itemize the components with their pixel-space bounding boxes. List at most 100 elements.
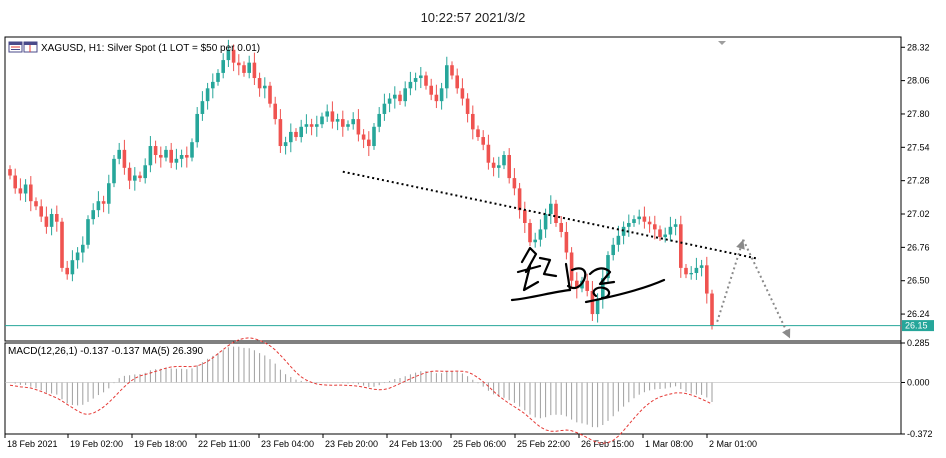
candle-body — [34, 201, 38, 207]
candle-body — [174, 158, 179, 163]
time-tick-label: 19 Feb 02:00 — [70, 439, 123, 449]
candle — [533, 232, 537, 248]
candle-body — [159, 155, 163, 158]
candle-body — [398, 94, 402, 102]
candle-body — [403, 88, 407, 102]
candle — [465, 93, 470, 123]
candle-body — [710, 293, 714, 326]
candle-body — [627, 222, 631, 227]
candle — [70, 250, 75, 282]
projection-arrow-up[interactable] — [716, 239, 745, 323]
macd-axis: 0.285 0.000 -0.372 — [901, 338, 933, 439]
candle-body — [205, 88, 210, 102]
candle — [419, 67, 423, 89]
candle-body — [226, 49, 231, 61]
grid-small-icon[interactable] — [23, 41, 38, 53]
candle-body — [252, 62, 257, 79]
candle-body — [273, 103, 277, 120]
price-pane-frame — [4, 36, 902, 342]
candle-body — [445, 65, 449, 89]
candle-body — [512, 178, 517, 189]
macd-tick-label: 0.000 — [907, 377, 930, 387]
time-tick-label: 26 Feb 15:00 — [581, 439, 634, 449]
candle-body — [533, 239, 537, 243]
price-tick-label: 26.76 — [907, 242, 930, 252]
candle — [29, 176, 33, 212]
candle-body — [439, 88, 444, 102]
candle — [309, 118, 314, 136]
candle-body — [642, 216, 647, 222]
candle — [278, 109, 283, 153]
chart-window-icon[interactable] — [8, 41, 23, 53]
projection-arrow-down[interactable] — [742, 239, 791, 339]
candle — [356, 109, 361, 142]
candle — [481, 130, 485, 151]
candle-body — [49, 214, 54, 227]
time-tick-label: 1 Mar 08:00 — [645, 439, 693, 449]
macd-tick-label: -0.372 — [907, 429, 933, 439]
chart-title: XAGUSD, H1: Silver Spot (1 LOT = $50 per… — [41, 43, 260, 54]
candle — [705, 256, 709, 304]
candle-body — [606, 255, 610, 279]
handwritten-signature — [510, 246, 666, 304]
candle — [247, 55, 251, 79]
candle-body — [647, 221, 652, 225]
candle — [164, 146, 168, 162]
candle-body — [471, 113, 475, 130]
candle — [387, 93, 392, 113]
candle-body — [393, 94, 397, 99]
candle-body — [299, 126, 303, 138]
candle — [367, 131, 371, 157]
candle-body — [658, 229, 662, 238]
macd-tick-label: 0.285 — [907, 338, 930, 348]
candle-body — [13, 175, 17, 189]
time-tick-label: 25 Feb 06:00 — [453, 439, 506, 449]
candle — [658, 225, 662, 241]
candle-body — [75, 252, 80, 261]
candle-body — [356, 119, 361, 135]
candle — [710, 289, 714, 330]
candle-body — [133, 175, 137, 181]
price-axis: 28.32 28.06 27.80 27.54 27.28 27.02 26.76 26.50… — [901, 42, 930, 319]
candle — [393, 86, 397, 109]
candle — [471, 105, 475, 140]
candle-body — [486, 144, 491, 163]
candle-body — [497, 165, 501, 168]
candle-body — [559, 222, 563, 232]
candle — [673, 218, 678, 236]
candle-body — [507, 155, 511, 179]
trendline[interactable] — [342, 170, 760, 260]
candle-body — [465, 98, 470, 114]
candle — [185, 146, 189, 168]
scroll-marker-icon[interactable] — [718, 41, 726, 45]
candle — [216, 69, 220, 86]
candle — [148, 136, 153, 173]
candle — [699, 259, 704, 277]
candle-body — [616, 235, 621, 245]
candle — [221, 53, 225, 79]
candle-body — [502, 155, 506, 166]
candle — [543, 208, 548, 238]
macd-signal-line — [9, 337, 713, 444]
price-badge-label: 26.15 — [905, 321, 928, 331]
price-tick-label: 27.28 — [907, 176, 930, 186]
candle-body — [523, 210, 527, 223]
candle — [575, 272, 579, 299]
candle-body — [341, 119, 345, 127]
candle — [330, 101, 335, 129]
candle-body — [476, 129, 480, 138]
candle-body — [91, 210, 95, 220]
candle-body — [679, 224, 683, 268]
candle — [491, 157, 496, 177]
price-tick-label: 28.32 — [907, 42, 930, 52]
candle — [231, 44, 236, 72]
candle — [112, 155, 116, 188]
candle-body — [65, 267, 69, 275]
candle — [663, 227, 667, 243]
candle — [122, 139, 127, 175]
candle — [517, 182, 522, 219]
candle — [460, 78, 465, 106]
price-tick-label: 27.54 — [907, 142, 930, 152]
candle-body — [387, 98, 392, 104]
